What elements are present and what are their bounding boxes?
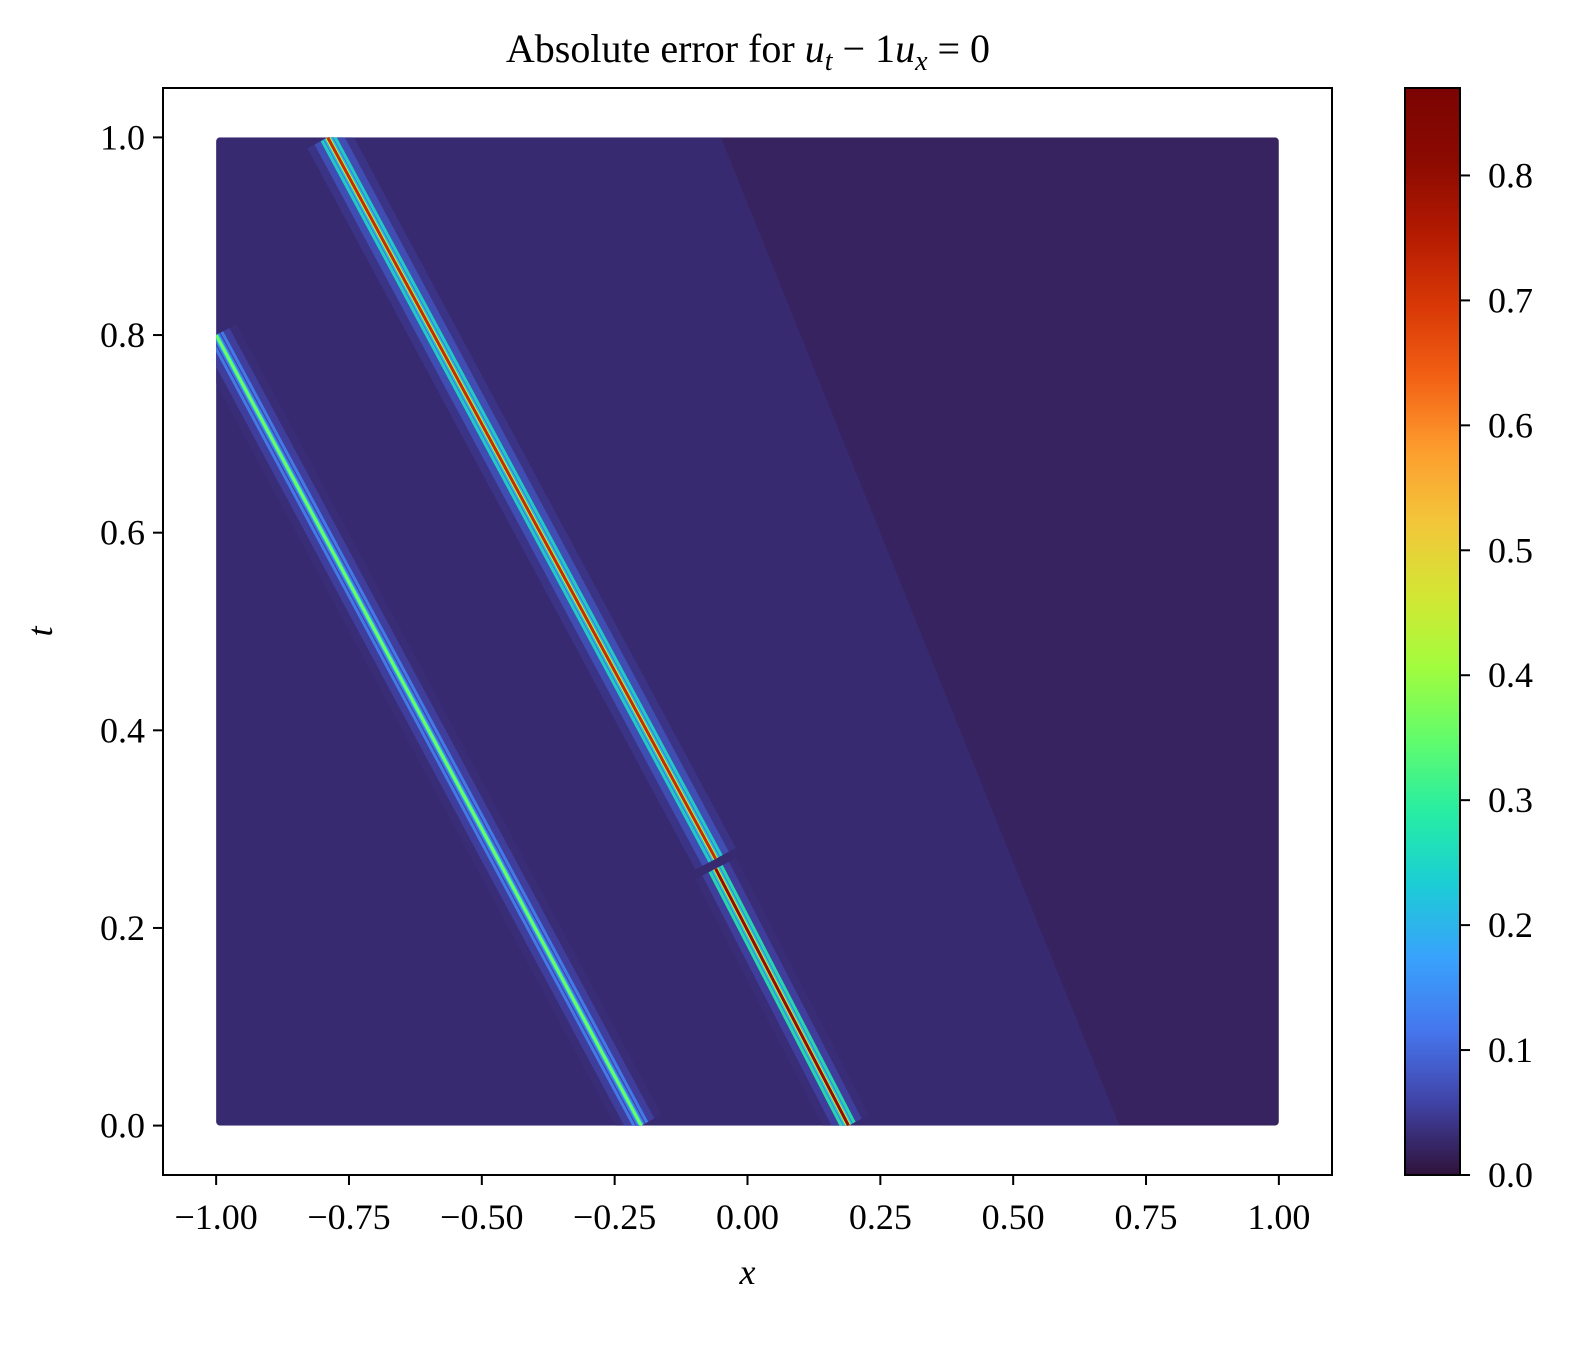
x-axis-label: x	[739, 1252, 756, 1292]
x-tick-label: −0.75	[307, 1197, 390, 1237]
title-math-4: x	[914, 46, 928, 77]
y-axis: 0.0 0.2 0.4 0.6 0.8 1.0	[100, 117, 163, 1146]
error-band-lower-layer-6	[714, 867, 850, 1126]
y-tick-label: 1.0	[100, 117, 145, 157]
colorbar-tick-label: 0.0	[1488, 1155, 1533, 1195]
title-math-1: t	[825, 46, 834, 77]
x-tick-label: −0.50	[440, 1197, 523, 1237]
colorbar-border	[1404, 87, 1461, 1176]
error-band-upper	[307, 137, 736, 870]
y-tick-label: 0.2	[100, 908, 145, 948]
y-tick-label: 0.6	[100, 513, 145, 553]
chart-title-text: Absolute error for ut − 1ux = 0	[506, 26, 990, 77]
colorbar-ticks: 0.0 0.1 0.2 0.3 0.4 0.5 0.6 0.7 0.8	[1460, 155, 1533, 1195]
title-math-0: u	[805, 26, 825, 71]
colorbar-tick-label: 0.8	[1488, 155, 1533, 195]
chart-title: Absolute error for ut − 1ux = 0	[506, 26, 990, 77]
error-band-lower	[695, 858, 869, 1126]
x-tick-label: −0.25	[573, 1197, 656, 1237]
error-band-left	[216, 324, 662, 1126]
title-math-2: − 1	[833, 26, 896, 71]
x-tick-label: 0.00	[716, 1197, 779, 1237]
title-math-3: u	[895, 26, 915, 71]
title-math-5: = 0	[928, 26, 991, 71]
colorbar-gradient	[1405, 88, 1460, 1175]
y-axis-label: t	[20, 626, 60, 637]
colorbar-tick-label: 0.6	[1488, 405, 1533, 445]
y-tick-label: 0.4	[100, 710, 145, 750]
x-tick-label: −1.00	[174, 1197, 257, 1237]
colorbar-tick-label: 0.2	[1488, 905, 1533, 945]
colorbar: 0.0 0.1 0.2 0.3 0.4 0.5 0.6 0.7 0.8	[1404, 87, 1533, 1195]
x-tick-label: 0.75	[1115, 1197, 1178, 1237]
x-tick-label: 0.50	[982, 1197, 1045, 1237]
colorbar-tick-label: 0.5	[1488, 530, 1533, 570]
x-tick-label: 1.00	[1247, 1197, 1310, 1237]
colorbar-tick-label: 0.4	[1488, 655, 1533, 695]
y-tick-label: 0.0	[100, 1106, 145, 1146]
colorbar-tick-label: 0.7	[1488, 280, 1533, 320]
colorbar-tick-label: 0.1	[1488, 1030, 1533, 1070]
x-tick-label: 0.25	[849, 1197, 912, 1237]
plot-area	[162, 87, 1333, 1176]
heatmap-layer	[216, 137, 1279, 1126]
title-prefix: Absolute error for	[506, 26, 805, 71]
error-band-upper-layer-6	[326, 137, 717, 860]
error-band-left-layer-6	[216, 334, 643, 1126]
colorbar-tick-label: 0.3	[1488, 780, 1533, 820]
y-tick-label: 0.8	[100, 315, 145, 355]
x-axis: −1.00 −0.75 −0.50 −0.25 0.00 0.25 0.50 0.75 1.00	[174, 1175, 1310, 1237]
